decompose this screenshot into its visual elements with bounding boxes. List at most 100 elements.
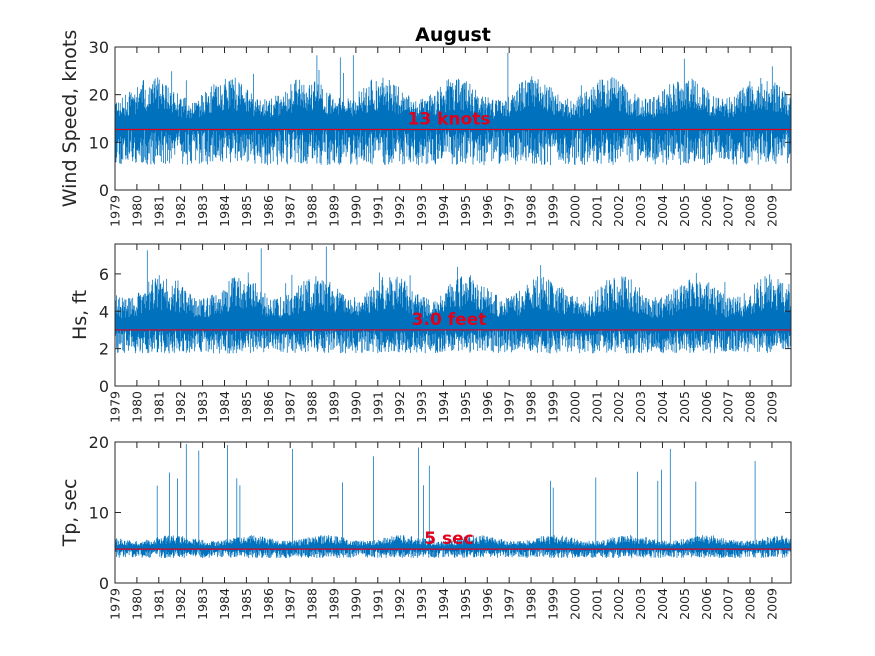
x-tick-label: 2006 (699, 195, 714, 227)
mean-label: 13 knots (408, 109, 491, 129)
x-tick-label: 1995 (458, 588, 473, 620)
y-tick-label: 10 (89, 133, 109, 152)
x-tick-label: 1991 (370, 588, 385, 620)
x-tick-label: 1986 (261, 391, 276, 423)
x-tick-label: 2005 (677, 588, 692, 620)
y-tick-label: 2 (99, 340, 109, 359)
x-tick-label: 1979 (108, 588, 123, 620)
mean-label: 5 sec (424, 529, 473, 549)
y-axis-label: Hs, ft (69, 290, 91, 340)
x-tick-label: 1984 (217, 195, 232, 227)
y-tick-label: 0 (99, 181, 109, 200)
x-tick-label: 2008 (743, 588, 758, 620)
x-tick-label: 1979 (108, 195, 123, 227)
x-tick-label: 2004 (655, 391, 670, 423)
x-tick-label: 1997 (502, 195, 517, 227)
x-tick-label: 1997 (502, 588, 517, 620)
x-tick-label: 2002 (611, 391, 626, 423)
x-tick-label: 2005 (677, 391, 692, 423)
x-tick-label: 1999 (546, 588, 561, 620)
x-tick-label: 1998 (524, 195, 539, 227)
x-tick-label: 1993 (414, 588, 429, 620)
x-tick-label: 2001 (589, 391, 604, 423)
y-tick-label: 0 (99, 377, 109, 396)
x-tick-label: 2008 (743, 195, 758, 227)
x-tick-label: 1994 (436, 588, 451, 620)
x-tick-label: 2009 (764, 391, 779, 423)
x-tick-label: 1988 (305, 391, 320, 423)
x-tick-label: 1982 (173, 391, 188, 423)
x-tick-label: 1998 (524, 391, 539, 423)
x-tick-label: 2005 (677, 195, 692, 227)
x-tick-label: 1988 (305, 195, 320, 227)
x-tick-label: 2003 (633, 391, 648, 423)
y-tick-label: 6 (99, 265, 109, 284)
x-tick-label: 2004 (655, 588, 670, 620)
x-tick-label: 1992 (392, 588, 407, 620)
x-ticks: 1979 1980 1981 1982 1983 1984 1985 1986 1987 1988… (108, 442, 779, 620)
x-tick-label: 2003 (633, 588, 648, 620)
x-tick-label: 2001 (589, 195, 604, 227)
x-tick-label: 1991 (370, 391, 385, 423)
x-tick-label: 2002 (611, 588, 626, 620)
axes-box (114, 46, 792, 191)
x-tick-label: 1988 (305, 588, 320, 620)
x-tick-label: 1980 (129, 588, 144, 620)
x-tick-label: 1987 (283, 588, 298, 620)
x-tick-label: 1990 (348, 391, 363, 423)
x-tick-label: 1995 (458, 195, 473, 227)
x-tick-label: 2000 (567, 588, 582, 620)
x-tick-label: 2002 (611, 195, 626, 227)
x-tick-label: 1999 (546, 195, 561, 227)
x-tick-label: 2007 (721, 391, 736, 423)
y-tick-label: 0 (99, 574, 109, 593)
subplot-tp: 5 sec 0 10 20 1979 1980 1981 1982 1983 1984 1985… (59, 433, 792, 620)
x-tick-label: 1980 (129, 391, 144, 423)
x-tick-label: 2007 (721, 588, 736, 620)
x-tick-label: 1993 (414, 195, 429, 227)
x-tick-label: 2004 (655, 195, 670, 227)
x-tick-label: 1985 (239, 391, 254, 423)
x-ticks: 1979 1980 1981 1982 1983 1984 1985 1986 1987 1988… (108, 47, 779, 227)
y-axis-label: Tp, sec (59, 479, 81, 548)
x-tick-label: 1980 (129, 195, 144, 227)
x-tick-label: 2008 (743, 391, 758, 423)
x-tick-label: 2009 (764, 195, 779, 227)
y-ticks: 0 2 4 6 (99, 265, 791, 396)
x-tick-label: 2007 (721, 195, 736, 227)
axes-box (114, 243, 792, 387)
y-axis-label: Wind Speed, knots (59, 30, 81, 207)
x-tick-label: 1996 (480, 195, 495, 227)
x-tick-label: 1995 (458, 391, 473, 423)
x-tick-label: 1989 (327, 195, 342, 227)
x-tick-label: 1997 (502, 391, 517, 423)
chart-title: August (415, 24, 491, 46)
x-tick-label: 1987 (283, 391, 298, 423)
x-tick-label: 1992 (392, 195, 407, 227)
y-tick-label: 10 (89, 504, 109, 523)
subplot-wind-speed: 13 knots 0 10 20 30 1979 1980 1981 1982 1983 198… (59, 30, 792, 227)
x-tick-label: 1987 (283, 195, 298, 227)
y-tick-label: 20 (89, 86, 109, 105)
x-tick-label: 1983 (195, 588, 210, 620)
x-tick-label: 2000 (567, 195, 582, 227)
y-tick-label: 4 (99, 302, 109, 321)
x-tick-label: 1994 (436, 195, 451, 227)
x-tick-label: 1998 (524, 588, 539, 620)
x-tick-label: 1999 (546, 391, 561, 423)
y-ticks: 0 10 20 (89, 433, 791, 593)
x-tick-label: 2003 (633, 195, 648, 227)
x-tick-label: 1985 (239, 195, 254, 227)
x-tick-label: 1986 (261, 588, 276, 620)
x-tick-label: 1989 (327, 391, 342, 423)
x-tick-label: 2006 (699, 588, 714, 620)
x-tick-label: 2000 (567, 391, 582, 423)
x-tick-label: 1996 (480, 588, 495, 620)
x-tick-label: 2006 (699, 391, 714, 423)
y-ticks: 0 10 20 30 (89, 38, 791, 200)
x-tick-label: 1985 (239, 588, 254, 620)
x-tick-label: 1979 (108, 391, 123, 423)
x-tick-label: 1982 (173, 588, 188, 620)
